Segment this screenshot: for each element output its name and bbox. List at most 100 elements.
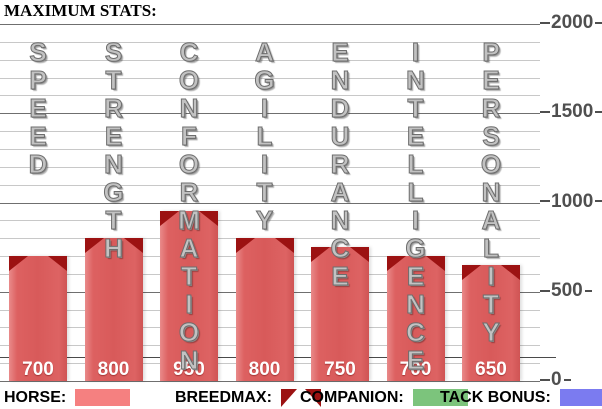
breedmax-marker-right-icon <box>501 264 520 280</box>
category-letter: O <box>178 149 200 179</box>
gridline-major <box>0 113 540 114</box>
category-letter: I <box>185 289 193 319</box>
category-letter: E <box>406 345 425 375</box>
tick-dash-left <box>540 111 550 114</box>
bar-group[interactable]: 950 <box>160 24 218 381</box>
y-axis-tick-500: 500 <box>540 280 592 302</box>
category-letter: T <box>256 177 273 207</box>
breedmax-triangles-icon <box>280 388 329 407</box>
tick-dash-right <box>563 378 571 381</box>
category-letter: L <box>483 233 500 263</box>
breedmax-marker-right-icon <box>274 238 294 254</box>
category-letter: O <box>480 149 502 179</box>
category-letter: I <box>411 37 420 67</box>
y-axis-labels: 2000 1500 1000 500 0 <box>540 0 602 409</box>
gridline-minor <box>0 185 540 186</box>
breedmax-marker-right-icon <box>199 211 218 227</box>
category-letter: E <box>406 261 425 291</box>
bar-value-label: 950 <box>173 359 205 380</box>
legend-item-breedmax[interactable]: BREEDMAX: <box>175 386 329 409</box>
category-letter: N <box>481 177 501 207</box>
y-axis-tick-label: 1500 <box>551 101 594 123</box>
category-letter: S <box>482 121 500 151</box>
gridline-major <box>0 203 540 204</box>
bar-group[interactable]: 650 <box>462 24 520 381</box>
tick-dash-left <box>540 21 550 24</box>
tack-bonus-swatch <box>559 389 602 406</box>
gridline-minor <box>0 78 540 79</box>
category-letter: P <box>29 65 47 95</box>
breedmax-marker-left-icon <box>311 247 330 263</box>
category-letter: T <box>407 93 424 123</box>
horse-bar[interactable] <box>84 238 143 381</box>
breedmax-marker-left-icon <box>462 264 481 280</box>
category-letter: C <box>330 233 350 263</box>
horse-bar[interactable] <box>462 264 520 381</box>
category-letter: E <box>29 121 47 151</box>
breedmax-marker-left-icon <box>235 238 255 254</box>
category-letter: L <box>256 121 273 151</box>
breedmax-marker-left-icon <box>386 256 406 272</box>
bar-group[interactable]: 750 <box>311 24 369 381</box>
bar-group[interactable]: 700 <box>9 24 67 381</box>
y-axis-tick-label: 1000 <box>551 190 594 212</box>
category-letter: T <box>181 261 198 291</box>
horse-bar[interactable] <box>311 247 369 381</box>
category-letter: N <box>179 345 199 375</box>
gridline-minor <box>0 167 540 168</box>
horse-bar[interactable] <box>9 256 67 381</box>
bar-group[interactable]: 800 <box>235 24 294 381</box>
legend-label: TACK BONUS: <box>440 388 551 406</box>
category-letter: G <box>103 177 124 207</box>
bar-group[interactable]: 700 <box>386 24 445 381</box>
horse-bar[interactable] <box>160 211 218 381</box>
legend-label: BREEDMAX: <box>175 388 272 406</box>
breedmax-marker-right-icon <box>425 256 445 272</box>
category-letter: A <box>481 205 501 235</box>
category-letter: R <box>179 177 199 207</box>
category-letter: I <box>487 261 495 291</box>
category-letter: N <box>406 65 426 95</box>
category-letter: E <box>104 121 123 151</box>
legend-label: HORSE: <box>4 388 67 406</box>
category-letter: T <box>105 65 122 95</box>
y-axis-tick-label: 2000 <box>551 12 594 33</box>
y-axis-tick-0: 0 <box>540 369 571 391</box>
breedmax-marker-left-icon <box>160 211 179 227</box>
legend-item-tackbonus[interactable]: TACK BONUS: <box>440 386 602 409</box>
category-letter: E <box>29 93 47 123</box>
y-axis-tick-label: 500 <box>551 279 583 301</box>
horse-bar[interactable] <box>386 256 445 381</box>
bar-group[interactable]: 800 <box>84 24 143 381</box>
horse-swatch <box>75 389 131 406</box>
category-letter: H <box>104 233 124 263</box>
category-letter: U <box>330 121 350 151</box>
bar-value-label: 650 <box>475 359 507 380</box>
page-title: MAXIMUM STATS: <box>4 1 157 20</box>
companion-swatch <box>412 389 468 406</box>
gridline-minor <box>0 149 540 150</box>
category-letter: O <box>178 317 200 347</box>
legend-item-companion[interactable]: COMPANION: <box>300 386 468 409</box>
horse-bar[interactable] <box>235 238 294 381</box>
category-letter: S <box>29 37 47 67</box>
category-letter: C <box>179 37 199 67</box>
breedmax-marker-right-icon <box>350 247 369 263</box>
category-letter: A <box>330 177 350 207</box>
category-letter: L <box>407 177 424 207</box>
category-letter: E <box>482 65 500 95</box>
category-letter: C <box>406 317 426 347</box>
breedmax-marker-right-icon <box>48 256 67 272</box>
chart-legend: HORSE: BREEDMAX: COMPANION: TACK BONUS: <box>0 386 602 409</box>
category-letter: N <box>406 289 426 319</box>
legend-item-horse[interactable]: HORSE: <box>4 386 131 409</box>
category-letter: D <box>28 149 48 179</box>
gridline-minor <box>0 60 540 61</box>
category-letter: I <box>411 205 420 235</box>
